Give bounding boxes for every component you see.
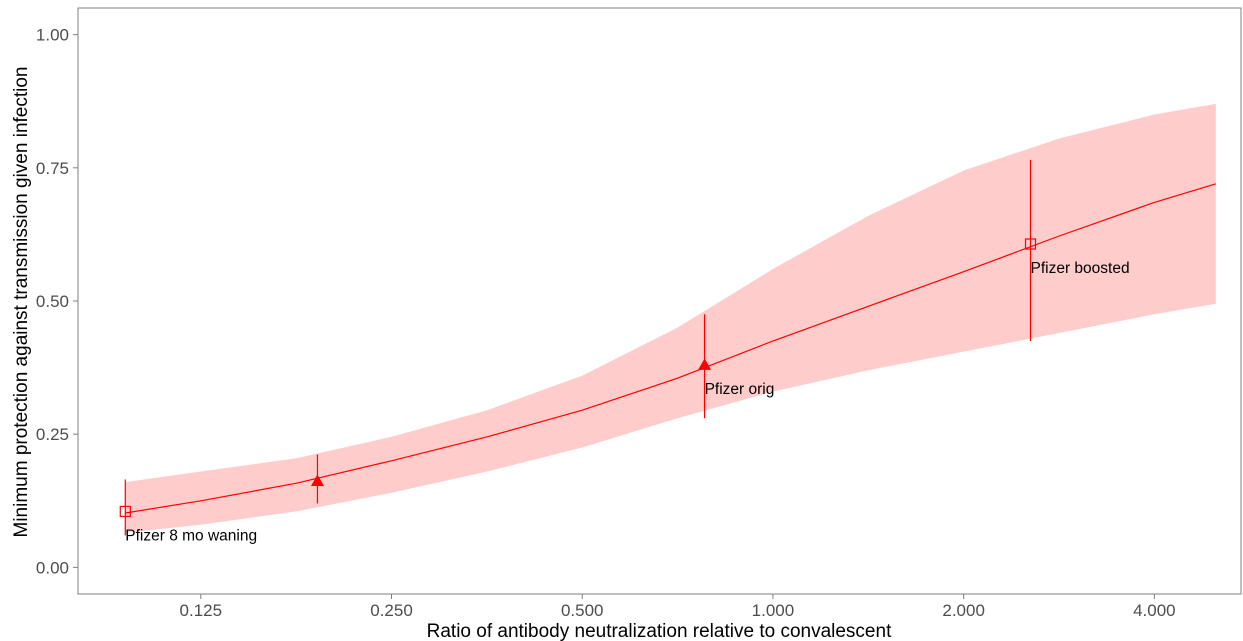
point-label-layer: Pfizer 8 mo waning Pfizer orig Pfizer boos… [125,260,1129,544]
y-axis-title: Minimum protection against transmission … [11,67,32,538]
data-point-triangle [310,474,324,487]
x-axis-title: Ratio of antibody neutralization relativ… [427,621,892,641]
data-point-triangle [698,358,712,370]
y-axis: 0.00 0.25 0.50 0.75 1.00 [36,26,78,577]
x-tick-label: 0.250 [370,601,413,620]
y-tick-label: 0.00 [36,558,69,577]
x-tick-label: 2.000 [942,601,985,620]
confidence-band [125,103,1216,533]
x-tick-label: 0.500 [561,601,604,620]
data-point-square [119,505,131,518]
point-label: Pfizer 8 mo waning [125,527,257,544]
fit-line [125,183,1216,514]
x-axis: 0.125 0.250 0.500 1.000 2.000 4.000 [180,594,1176,620]
point-label: Pfizer orig [705,381,775,398]
fit-line-layer [125,183,1216,514]
data-point-square [1024,238,1037,250]
y-tick-label: 0.50 [36,292,69,311]
point-label: Pfizer boosted [1031,260,1130,277]
y-tick-label: 1.00 [36,26,69,45]
point-layer [119,238,1037,518]
x-tick-label: 0.125 [180,601,223,620]
x-tick-label: 1.000 [752,601,795,620]
y-tick-label: 0.25 [36,425,69,444]
x-tick-label: 4.000 [1133,601,1176,620]
confidence-band-layer [125,103,1216,533]
y-tick-label: 0.75 [36,159,69,178]
